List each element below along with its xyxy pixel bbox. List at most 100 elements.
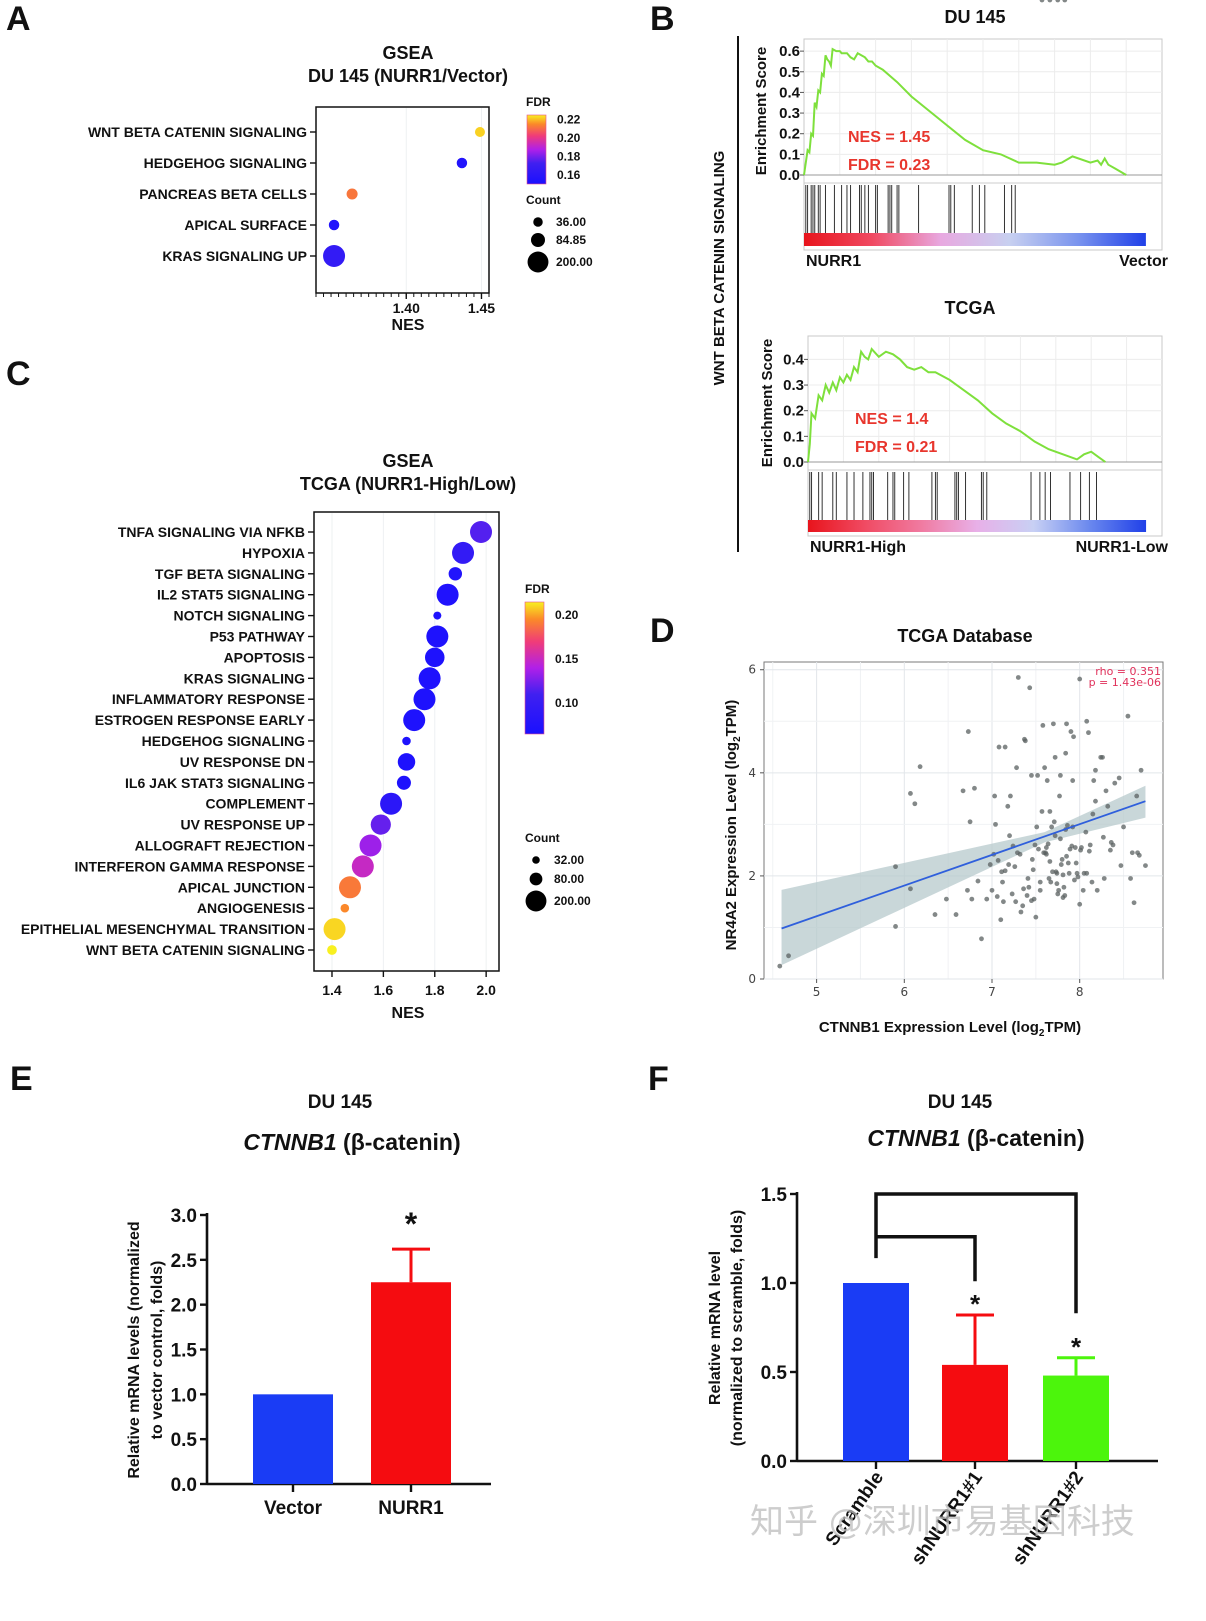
data-point [1057, 793, 1062, 799]
data-point [1066, 870, 1072, 876]
y-tick-label: 0.3 [783, 377, 804, 394]
nes-annotation: NES = 1.45 [848, 129, 930, 146]
watermark: 知乎 @深圳市易基因科技 [750, 1502, 1135, 1542]
data-point [323, 918, 346, 941]
y-tick-label: 6 [748, 663, 756, 677]
data-point [989, 887, 995, 893]
bar [253, 1394, 333, 1484]
data-point [1077, 676, 1083, 682]
category-label: HEDGEHOG SIGNALING [144, 155, 307, 171]
data-point [1069, 843, 1075, 849]
x-right-label: NURR1-Low [1076, 539, 1169, 556]
size-legend-dot [533, 217, 543, 227]
data-point [1036, 846, 1041, 852]
x-tick-label: 1.6 [374, 982, 394, 998]
data-point [969, 896, 975, 902]
data-point [1091, 778, 1097, 783]
x-tick-label: 1.8 [425, 982, 445, 998]
data-point [1121, 824, 1126, 830]
category-label: WNT BETA CATENIN SIGNALING [88, 124, 307, 140]
data-point [1108, 840, 1114, 845]
data-point [912, 801, 918, 807]
data-point [996, 744, 1002, 750]
data-point [1093, 767, 1098, 773]
data-point [1138, 767, 1144, 773]
enrichment-score-line [807, 347, 1106, 463]
data-point [351, 855, 374, 878]
data-point [908, 886, 913, 892]
data-point [1056, 887, 1062, 893]
data-point [994, 894, 1000, 899]
y-tick-label: 0.2 [779, 126, 800, 143]
data-point [1047, 0, 1053, 3]
data-point [1058, 772, 1063, 778]
panel-b-top-title: DU 145 [944, 7, 1005, 27]
x-tick-label: 6 [900, 985, 908, 999]
data-point [1009, 891, 1015, 897]
data-point [972, 785, 977, 791]
data-point [418, 667, 441, 690]
y-tick-label: 3.0 [171, 1206, 197, 1227]
panel-c-subtitle: TCGA (NURR1-High/Low) [300, 474, 516, 494]
data-point [1007, 833, 1012, 839]
category-label: UV RESPONSE UP [181, 817, 305, 833]
panel-d-ylabel-b: TPM) [723, 700, 740, 737]
data-point [1051, 819, 1057, 825]
y-tick-label: 0.4 [779, 84, 801, 101]
y-tick-label: 0.0 [171, 1475, 197, 1496]
panel-a-count-legend-title: Count [526, 193, 561, 207]
y-tick-label: 1.5 [171, 1341, 198, 1362]
data-point [1059, 857, 1065, 862]
y-axis-label: Enrichment Score [759, 339, 776, 467]
panel-d-ylabel-sub: 2 [732, 736, 743, 742]
data-point [1073, 860, 1079, 866]
data-point [346, 188, 358, 200]
data-point [960, 788, 966, 794]
y-tick-label: 1.0 [171, 1385, 197, 1406]
data-point [1125, 713, 1131, 719]
panel-e-gene: CTNNB1 [243, 1129, 336, 1155]
data-point [1033, 914, 1039, 920]
x-tick-label: 7 [988, 985, 996, 999]
data-point [1093, 798, 1098, 804]
category-label: IL6 JAK STAT3 SIGNALING [125, 775, 305, 791]
y-tick-label: 0.1 [783, 428, 804, 445]
data-point [1131, 900, 1137, 906]
panel-e-title: DU 145 [308, 1092, 373, 1113]
panel-f-ylabel-line1: Relative mRNA level [707, 1251, 724, 1405]
size-legend-dot [529, 872, 543, 886]
category-label: IL2 STAT5 SIGNALING [157, 587, 305, 603]
data-point [1086, 848, 1092, 854]
data-point [893, 924, 898, 929]
data-point [1024, 893, 1030, 898]
comparison-bracket [876, 1234, 977, 1282]
category-label: EPITHELIAL MESENCHYMAL TRANSITION [21, 921, 305, 937]
x-right-label: Vector [1119, 253, 1168, 270]
data-point [474, 127, 485, 137]
panel-label-f: F [648, 1060, 669, 1098]
size-legend-dot [527, 251, 549, 273]
data-point [327, 945, 337, 955]
panel-d-ylabel: NR4A2 Expression Level (log2TPM) [723, 700, 743, 951]
x-tick-label: 1.4 [322, 982, 342, 998]
data-point [1087, 842, 1093, 848]
nes-annotation: NES = 1.4 [855, 411, 928, 428]
data-point [1026, 884, 1032, 890]
y-tick-label: 0.0 [779, 167, 800, 184]
size-legend-label: 84.85 [556, 233, 586, 247]
data-point [1047, 809, 1053, 814]
data-point [1078, 847, 1083, 853]
panel-d-regression-line [781, 800, 1146, 930]
data-point [1070, 778, 1076, 783]
x-tick-label: 1.40 [393, 300, 420, 316]
panel-f-title: DU 145 [928, 1092, 993, 1113]
panel-d-xlabel: CTNNB1 Expression Level (log2TPM) [819, 1019, 1081, 1039]
panel-d-xlabel-sub: 2 [1039, 1028, 1045, 1039]
data-point [1037, 887, 1043, 893]
data-point [380, 792, 403, 815]
data-point [1089, 879, 1095, 885]
data-point [1054, 881, 1060, 887]
x-tick-label: 5 [813, 985, 821, 999]
fdr-annotation: FDR = 0.21 [855, 439, 937, 456]
data-point [1134, 793, 1140, 799]
